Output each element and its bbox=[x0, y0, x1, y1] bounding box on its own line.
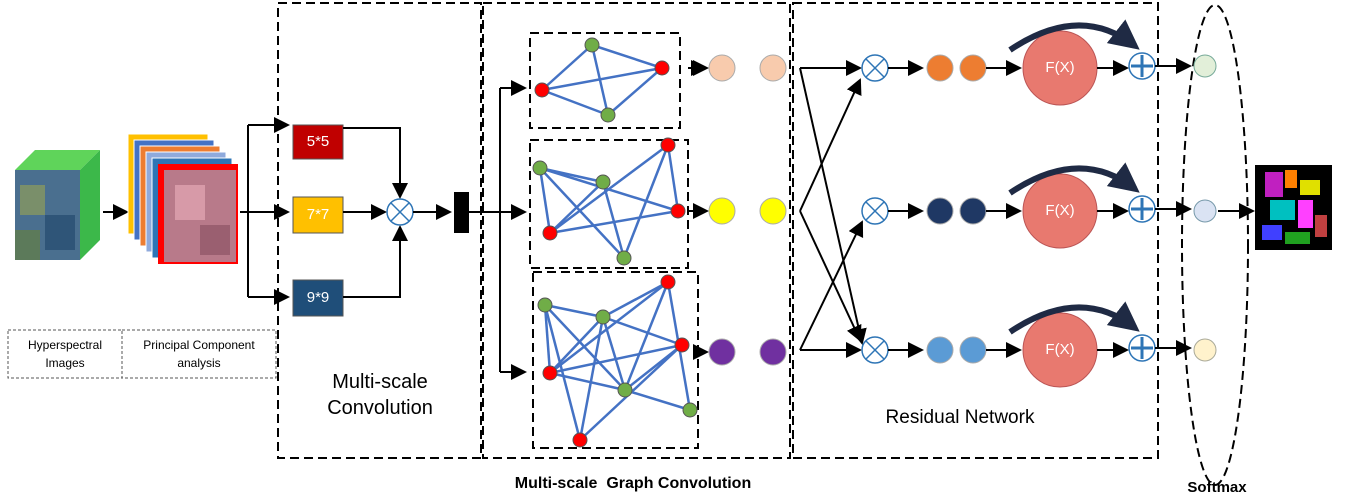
graph-part bbox=[543, 366, 557, 380]
graph-part bbox=[671, 204, 685, 218]
classification-map-part bbox=[1300, 180, 1320, 195]
graph-part bbox=[618, 383, 632, 397]
classification-map bbox=[1255, 165, 1332, 250]
graph-part bbox=[603, 317, 682, 345]
input-label: Hyperspectral Images bbox=[10, 332, 120, 372]
residual-rows: F(X) F(X) F(X) bbox=[862, 25, 1190, 387]
block-label: F(X) bbox=[1045, 341, 1074, 358]
hyperspectral-cube-part bbox=[15, 230, 40, 260]
graph-features-part bbox=[760, 55, 786, 81]
classification-map-part bbox=[1270, 200, 1295, 220]
graph-features-part bbox=[709, 339, 735, 365]
graph-part bbox=[596, 310, 610, 324]
kernel-label: 5*5 bbox=[307, 133, 330, 150]
pca-stack-part bbox=[200, 225, 230, 255]
cross-connections-part bbox=[800, 68, 862, 343]
softmax-outputs-part bbox=[1194, 55, 1216, 77]
graph-part bbox=[592, 45, 662, 68]
merge-arrows bbox=[343, 88, 525, 372]
feature-node bbox=[960, 55, 986, 81]
graph-features-part bbox=[760, 198, 786, 224]
graph bbox=[530, 138, 688, 268]
graph-part bbox=[542, 90, 608, 115]
cross-connections-part bbox=[800, 222, 862, 350]
graph-part bbox=[617, 251, 631, 265]
graph-part bbox=[608, 68, 662, 115]
softmax-box bbox=[1182, 5, 1248, 485]
block-label: F(X) bbox=[1045, 202, 1074, 219]
classification-map-part bbox=[1265, 172, 1283, 197]
graph-part bbox=[550, 373, 625, 390]
cross-connections-part bbox=[800, 211, 860, 340]
section-label: Convolution bbox=[327, 397, 433, 419]
graph-features-part bbox=[760, 339, 786, 365]
feature-node bbox=[927, 337, 953, 363]
pca-stack-part bbox=[175, 185, 205, 220]
graph-part bbox=[603, 282, 668, 317]
softmax-outputs bbox=[1194, 55, 1253, 361]
classification-map-part bbox=[1285, 170, 1297, 188]
graph-part bbox=[538, 298, 552, 312]
kernel-label: 7*7 bbox=[307, 206, 330, 223]
merge-arrows-part bbox=[454, 192, 469, 233]
graph-part bbox=[625, 390, 690, 410]
graph-part bbox=[683, 403, 697, 417]
graph-part bbox=[535, 83, 549, 97]
graph-part bbox=[573, 433, 587, 447]
kernel-label: 9*9 bbox=[307, 289, 330, 306]
feature-node bbox=[927, 55, 953, 81]
merge-arrows-part bbox=[343, 227, 400, 297]
merge-arrows-part bbox=[343, 128, 400, 197]
feature-node bbox=[960, 198, 986, 224]
hyperspectral-cube-part bbox=[20, 185, 45, 215]
classification-map-part bbox=[1262, 225, 1282, 240]
label-wrap: Hyperspectral Images bbox=[10, 332, 120, 376]
graph-part bbox=[661, 275, 675, 289]
graph bbox=[530, 33, 680, 128]
pca-label: Principal Component analysis bbox=[124, 332, 274, 372]
softmax-outputs-part bbox=[1194, 339, 1216, 361]
graph-part bbox=[668, 145, 678, 211]
graph-part bbox=[533, 161, 547, 175]
graph-part bbox=[543, 226, 557, 240]
section-label: Residual Network bbox=[886, 407, 1035, 428]
hyperspectral-cube bbox=[15, 150, 100, 260]
softmax-outputs-part bbox=[1194, 200, 1216, 222]
block-label: F(X) bbox=[1045, 59, 1074, 76]
graph-part bbox=[601, 108, 615, 122]
pca-stack bbox=[128, 134, 238, 264]
graph bbox=[533, 272, 698, 448]
hyperspectral-cube-part bbox=[45, 215, 75, 250]
graph-part bbox=[655, 61, 669, 75]
feature-node bbox=[927, 198, 953, 224]
graph-part bbox=[661, 138, 675, 152]
graph-part bbox=[596, 175, 610, 189]
classification-map-part bbox=[1315, 215, 1327, 237]
section-label: Multi-scale Convolution bbox=[327, 371, 433, 419]
cross-connections-part bbox=[800, 80, 860, 211]
classification-map-part bbox=[1298, 200, 1313, 228]
graph-part bbox=[585, 38, 599, 52]
graph-part bbox=[675, 338, 689, 352]
label-wrap: Principal Component analysis bbox=[124, 332, 274, 376]
graph-features-part bbox=[709, 55, 735, 81]
cross-connections bbox=[800, 68, 862, 350]
graph-features bbox=[688, 55, 786, 365]
graph-features-part bbox=[709, 198, 735, 224]
diagram: Hyperspectral Images Principal Component… bbox=[0, 0, 1355, 501]
section-label: Multi-scale Graph Convolution bbox=[515, 475, 751, 492]
feature-node bbox=[960, 337, 986, 363]
section-label: Multi-scale bbox=[332, 371, 428, 393]
split-arrows bbox=[240, 125, 288, 297]
section-label: Softmax bbox=[1187, 479, 1247, 496]
classification-map-part bbox=[1285, 232, 1310, 244]
